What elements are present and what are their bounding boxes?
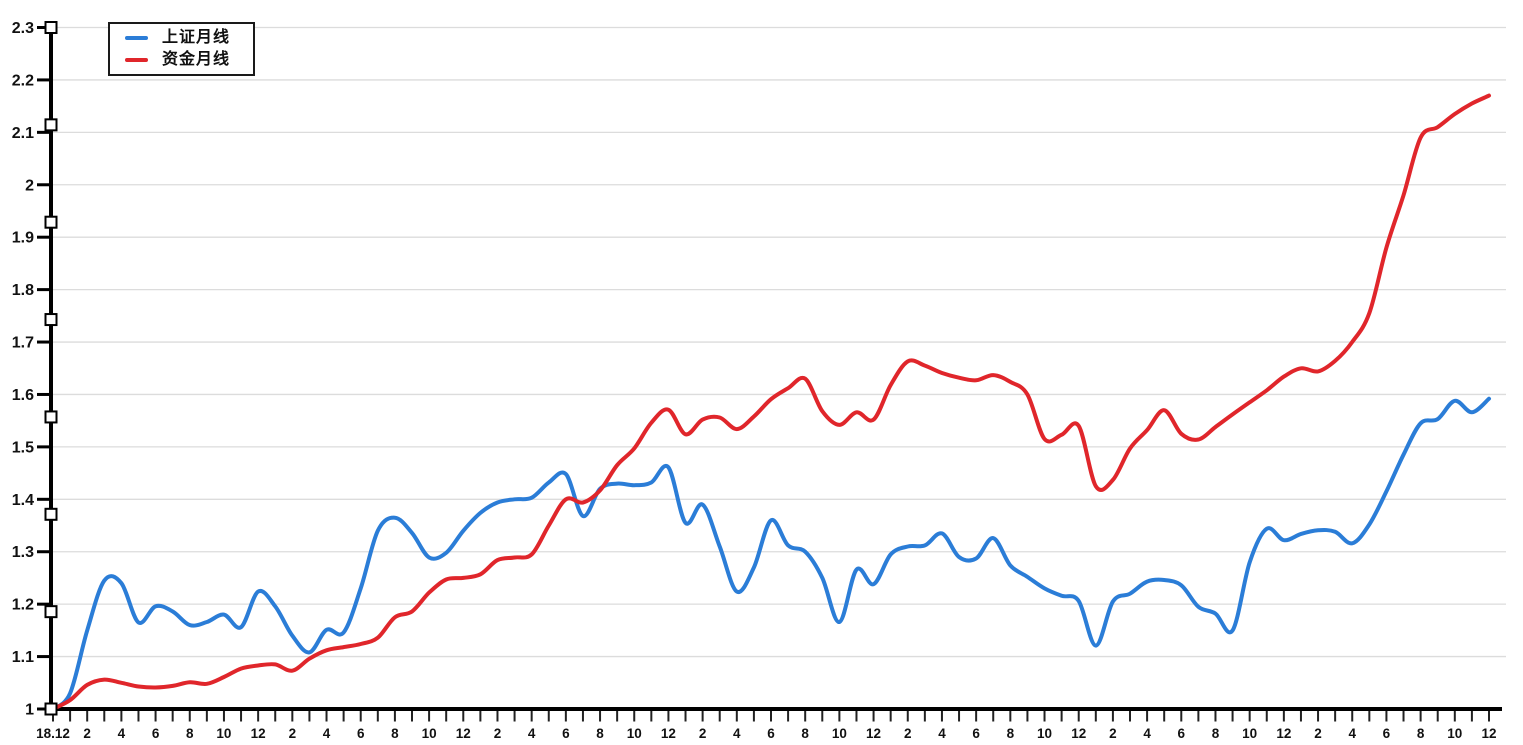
axis-selection-handle[interactable]	[44, 215, 58, 229]
x-axis-label: 10	[422, 726, 437, 741]
x-axis-label: 2	[83, 726, 91, 741]
x-axis-label: 18.12	[36, 726, 70, 741]
series-line-sse	[51, 396, 1491, 711]
y-axis-line	[49, 25, 53, 711]
x-axis-label: 12	[1276, 726, 1291, 741]
axis-selection-handle[interactable]	[44, 410, 58, 424]
legend-item-capital: 资金月线	[125, 52, 253, 68]
x-axis-label: 8	[596, 726, 604, 741]
x-axis-label: 12	[456, 726, 471, 741]
x-axis-label: 6	[1383, 726, 1391, 741]
x-axis-label: 12	[661, 726, 676, 741]
x-axis-label: 4	[733, 726, 741, 741]
y-axis-label: 1.3	[12, 544, 34, 561]
axis-selection-handle[interactable]	[44, 702, 58, 716]
legend-item-sse: 上证月线	[125, 30, 253, 46]
x-axis-label: 6	[767, 726, 775, 741]
y-axis-label: 2.3	[12, 20, 34, 37]
y-axis-label: 2.2	[12, 72, 34, 89]
legend-label-sse: 上证月线	[162, 29, 231, 46]
x-axis-label: 6	[152, 726, 160, 741]
x-axis-label: 2	[904, 726, 912, 741]
y-axis-label: 2.1	[12, 125, 34, 142]
x-axis-label: 4	[938, 726, 946, 741]
legend-swatch-sse-icon	[125, 36, 148, 40]
x-axis-label: 10	[627, 726, 642, 741]
x-axis-label: 2	[1109, 726, 1117, 741]
legend-label-capital: 资金月线	[162, 51, 231, 68]
x-axis-label: 6	[1178, 726, 1186, 741]
x-axis-label: 4	[323, 726, 331, 741]
y-axis-label: 2	[25, 177, 34, 194]
x-axis-label: 8	[391, 726, 399, 741]
x-axis-label: 10	[1447, 726, 1462, 741]
x-axis-label: 4	[1143, 726, 1151, 741]
x-axis-label: 4	[528, 726, 536, 741]
y-axis-label: 1.8	[12, 282, 34, 299]
legend-swatch-capital-icon	[125, 58, 148, 62]
y-axis-label: 1.6	[12, 387, 34, 404]
x-axis-label: 12	[1481, 726, 1496, 741]
axis-selection-handle[interactable]	[44, 313, 58, 327]
y-axis-label: 1.5	[12, 439, 34, 456]
x-axis-label: 8	[1417, 726, 1425, 741]
x-axis-label: 10	[1242, 726, 1257, 741]
x-axis-label: 10	[1037, 726, 1052, 741]
y-axis-label: 1	[25, 702, 34, 719]
x-axis-label: 12	[866, 726, 881, 741]
x-axis-label: 6	[972, 726, 980, 741]
axis-selection-handle[interactable]	[44, 21, 58, 34]
x-axis-label: 2	[289, 726, 297, 741]
y-axis-label: 1.1	[12, 649, 34, 666]
y-axis-label: 1.7	[12, 335, 34, 352]
x-axis-label: 8	[1007, 726, 1015, 741]
x-axis-label: 8	[1212, 726, 1220, 741]
x-axis-label: 10	[832, 726, 847, 741]
x-axis-label: 2	[1314, 726, 1322, 741]
axis-selection-handle[interactable]	[44, 605, 58, 619]
x-axis-label: 4	[118, 726, 126, 741]
x-axis-label: 10	[216, 726, 231, 741]
x-axis-label: 2	[494, 726, 502, 741]
x-axis-label: 8	[801, 726, 809, 741]
x-axis-label: 6	[562, 726, 570, 741]
x-axis-label: 8	[186, 726, 194, 741]
axis-selection-handle[interactable]	[44, 118, 58, 132]
x-axis-label: 12	[251, 726, 266, 741]
x-axis-label: 12	[1071, 726, 1086, 741]
series-line-capital	[51, 93, 1491, 711]
axis-selection-handle[interactable]	[44, 507, 58, 521]
x-axis-label: 6	[357, 726, 365, 741]
x-axis-label: 2	[699, 726, 707, 741]
x-axis-line	[49, 707, 1502, 711]
y-axis-label: 1.9	[12, 230, 34, 247]
x-axis-label: 4	[1348, 726, 1356, 741]
y-axis-label: 1.2	[12, 597, 34, 614]
legend: 上证月线 资金月线	[108, 22, 255, 76]
y-axis-label: 1.4	[12, 492, 34, 509]
